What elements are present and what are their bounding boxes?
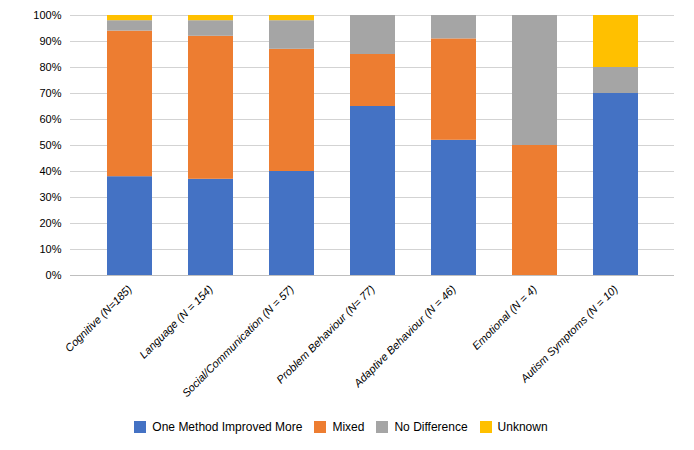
html-text:Unknown: Unknown	[497, 419, 548, 434]
svg-text:Adaptive Behaviour (N = 46): Adaptive Behaviour (N = 46)	[351, 283, 458, 390]
html-text:One Method Improved More: One Method Improved More	[152, 419, 303, 434]
svg-text:40%: 40%	[39, 165, 61, 177]
svg-text:0%: 0%	[46, 269, 62, 281]
html-text:Mixed: Mixed	[332, 419, 365, 434]
svg-text:Cognitive (N=185): Cognitive (N=185)	[63, 283, 135, 355]
svg-text:60%: 60%	[39, 113, 61, 125]
svg-text:Emotional (N = 4): Emotional (N = 4)	[470, 283, 539, 352]
svg-text:Autism Symptoms (N = 10): Autism Symptoms (N = 10)	[518, 283, 621, 386]
svg-text:30%: 30%	[39, 191, 61, 203]
svg-text:10%: 10%	[39, 243, 61, 255]
svg-text:Social/Communication (N = 57): Social/Communication (N = 57)	[179, 282, 296, 400]
svg-text:70%: 70%	[39, 87, 61, 99]
svg-text:20%: 20%	[39, 217, 61, 229]
svg-text:100%: 100%	[33, 9, 61, 21]
svg-text:50%: 50%	[39, 139, 61, 151]
svg-text:Problem Behaviour (N= 77): Problem Behaviour (N= 77)	[274, 282, 377, 386]
html-text:No Difference: No Difference	[394, 419, 468, 434]
svg-text:Language (N = 154): Language (N = 154)	[137, 283, 215, 361]
svg-text:90%: 90%	[39, 35, 61, 47]
svg-text:80%: 80%	[39, 61, 61, 73]
